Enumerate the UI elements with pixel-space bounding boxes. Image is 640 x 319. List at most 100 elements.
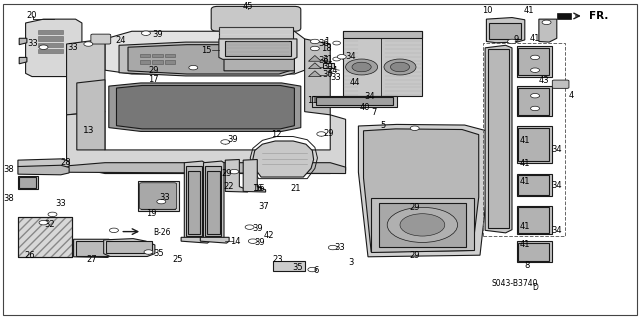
Bar — [518, 88, 549, 115]
Text: 16: 16 — [255, 184, 265, 193]
Polygon shape — [243, 160, 266, 192]
Text: 38: 38 — [3, 165, 14, 174]
Text: 36: 36 — [318, 56, 329, 65]
Polygon shape — [343, 31, 422, 38]
Polygon shape — [539, 19, 557, 42]
Bar — [488, 49, 509, 228]
Bar — [38, 49, 63, 53]
Bar — [489, 23, 521, 39]
Polygon shape — [343, 31, 422, 96]
Polygon shape — [67, 112, 346, 174]
Circle shape — [333, 57, 340, 61]
Text: 29: 29 — [148, 66, 159, 75]
Circle shape — [384, 59, 416, 75]
FancyBboxPatch shape — [140, 183, 177, 209]
Text: 3: 3 — [348, 258, 353, 267]
Polygon shape — [225, 160, 248, 192]
Text: 11: 11 — [307, 96, 317, 105]
Text: 25: 25 — [173, 255, 183, 263]
Polygon shape — [517, 86, 552, 116]
Polygon shape — [517, 206, 552, 234]
Text: 17: 17 — [148, 75, 159, 84]
Polygon shape — [486, 18, 525, 43]
Text: 24: 24 — [115, 36, 125, 45]
Text: 35: 35 — [292, 263, 303, 272]
Text: 18: 18 — [321, 44, 332, 53]
Polygon shape — [181, 237, 210, 243]
Text: 23: 23 — [273, 255, 284, 263]
Text: 41: 41 — [520, 177, 530, 186]
Bar — [140, 54, 150, 57]
Text: B-26: B-26 — [154, 228, 171, 237]
Polygon shape — [308, 56, 321, 61]
Text: 44: 44 — [350, 78, 360, 87]
Polygon shape — [18, 159, 69, 168]
Circle shape — [39, 45, 48, 49]
Circle shape — [352, 62, 371, 72]
Polygon shape — [200, 237, 229, 243]
Bar — [165, 54, 175, 57]
Circle shape — [157, 199, 166, 204]
Text: 43: 43 — [538, 76, 549, 85]
Polygon shape — [67, 39, 105, 115]
Polygon shape — [74, 239, 112, 257]
Text: 39: 39 — [255, 238, 265, 247]
Bar — [186, 166, 202, 236]
Text: 37: 37 — [259, 202, 269, 211]
Text: 34: 34 — [552, 226, 562, 235]
Circle shape — [109, 228, 118, 233]
Bar — [316, 97, 393, 105]
Text: 6: 6 — [314, 266, 319, 275]
Circle shape — [333, 41, 340, 45]
Text: 41: 41 — [530, 34, 540, 43]
Circle shape — [310, 39, 319, 44]
Polygon shape — [77, 80, 105, 150]
Text: S043-B3740: S043-B3740 — [492, 279, 538, 288]
FancyBboxPatch shape — [552, 80, 569, 88]
Text: 36: 36 — [318, 39, 329, 48]
Bar — [38, 30, 63, 34]
Text: 33: 33 — [330, 73, 340, 82]
Text: 41: 41 — [520, 159, 530, 168]
Text: 41: 41 — [524, 6, 534, 15]
Bar — [518, 207, 549, 233]
Text: 29: 29 — [221, 169, 232, 178]
Bar — [152, 54, 163, 57]
Bar — [18, 217, 72, 257]
Circle shape — [39, 220, 48, 225]
Text: 42: 42 — [264, 231, 274, 240]
Circle shape — [308, 267, 317, 272]
Bar — [152, 60, 163, 64]
Polygon shape — [364, 129, 479, 252]
Polygon shape — [105, 31, 305, 74]
Bar — [219, 27, 293, 39]
Text: 14: 14 — [230, 237, 241, 246]
Polygon shape — [371, 198, 474, 252]
Text: 4: 4 — [568, 91, 573, 100]
Text: 16: 16 — [252, 184, 262, 193]
Text: 7: 7 — [371, 108, 376, 117]
Text: 45: 45 — [243, 2, 253, 11]
Polygon shape — [224, 44, 294, 71]
Ellipse shape — [174, 65, 182, 70]
Polygon shape — [26, 19, 82, 77]
Text: 1: 1 — [324, 37, 329, 46]
Text: 34: 34 — [346, 52, 356, 61]
Circle shape — [542, 20, 551, 25]
Text: 19: 19 — [146, 209, 156, 218]
Bar — [518, 48, 549, 75]
Circle shape — [248, 239, 257, 243]
Bar — [518, 243, 549, 261]
Polygon shape — [67, 163, 346, 174]
Text: 39: 39 — [252, 224, 262, 233]
Circle shape — [390, 62, 410, 72]
Polygon shape — [517, 46, 552, 77]
Text: 29: 29 — [410, 204, 420, 212]
Polygon shape — [18, 165, 69, 175]
Text: FR.: FR. — [589, 11, 608, 21]
Bar — [483, 43, 565, 236]
Circle shape — [508, 39, 516, 44]
Circle shape — [337, 55, 346, 59]
Bar — [188, 171, 200, 234]
Polygon shape — [104, 239, 155, 256]
